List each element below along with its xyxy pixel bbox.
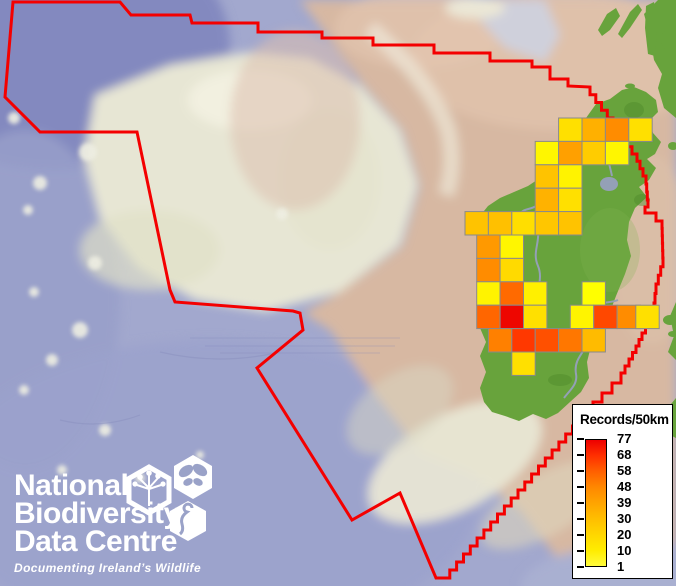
- legend-tick: [577, 486, 584, 488]
- grid-cell[interactable]: [487, 211, 513, 236]
- grid-cell[interactable]: [558, 187, 583, 213]
- legend-tick: [577, 454, 584, 456]
- grid-cell[interactable]: [476, 234, 501, 259]
- legend-value: 30: [617, 511, 632, 526]
- grid-cell[interactable]: [581, 328, 606, 353]
- scotland-landmass: [598, 0, 676, 150]
- legend-value: 20: [617, 527, 632, 542]
- seamounts: [8, 112, 288, 483]
- legend: Records/50km 77 68 58 48 39 30 20 10 1: [572, 404, 673, 579]
- legend-tick: [577, 550, 584, 552]
- legend-tick: [577, 566, 584, 568]
- nbdc-logo-hexagons: [126, 455, 212, 541]
- grid-cell[interactable]: [581, 281, 606, 306]
- grid-cell[interactable]: [534, 164, 560, 189]
- grid-cell[interactable]: [523, 281, 548, 306]
- seahorse-icon: [170, 501, 206, 541]
- legend-tick: [577, 438, 584, 440]
- legend-title: Records/50km: [580, 412, 669, 427]
- grid-cell[interactable]: [558, 117, 583, 142]
- nbdc-logo: National Biodiversity Data Centre Docume…: [14, 469, 202, 576]
- grid-cell[interactable]: [499, 234, 525, 259]
- grid-cell[interactable]: [569, 304, 595, 330]
- grid-cell[interactable]: [628, 117, 653, 142]
- grid-cell[interactable]: [534, 140, 560, 166]
- grid-cell[interactable]: [476, 304, 501, 330]
- grid-cell[interactable]: [604, 117, 630, 142]
- grid-cell[interactable]: [558, 164, 583, 189]
- legend-value: 39: [617, 495, 632, 510]
- grid-cell[interactable]: [558, 328, 583, 353]
- grid-cell[interactable]: [476, 257, 501, 283]
- legend-value: 10: [617, 543, 632, 558]
- grid-cell[interactable]: [511, 211, 536, 236]
- legend-value: 1: [617, 559, 625, 574]
- grid-cell[interactable]: [511, 351, 536, 376]
- grid-cell[interactable]: [499, 304, 525, 330]
- grid-cell[interactable]: [534, 211, 560, 236]
- logo-line-3: Data Centre: [14, 525, 177, 558]
- grid-cell[interactable]: [558, 140, 583, 166]
- legend-value: 58: [617, 463, 632, 478]
- grid-cell[interactable]: [523, 304, 548, 330]
- legend-color-ramp: [585, 439, 607, 567]
- dandelion-icon: [126, 464, 172, 516]
- grid-cell[interactable]: [635, 304, 660, 330]
- grid-cell[interactable]: [581, 117, 606, 142]
- logo-line-1: National: [14, 469, 129, 502]
- grid-cell[interactable]: [581, 140, 606, 166]
- sea-texture: [59, 337, 400, 425]
- grid-cell[interactable]: [558, 211, 583, 236]
- grid-cell[interactable]: [464, 211, 489, 236]
- grid-cell[interactable]: [487, 328, 513, 353]
- legend-tick: [577, 470, 584, 472]
- grid-cell[interactable]: [534, 187, 560, 213]
- grid-cell[interactable]: [593, 304, 618, 330]
- legend-value: 68: [617, 447, 632, 462]
- grid-cell[interactable]: [499, 257, 525, 283]
- grid-cell[interactable]: [604, 140, 630, 166]
- records-grid[interactable]: [464, 117, 660, 376]
- logo-line-2: Biodiversity: [14, 497, 180, 530]
- logo-tagline: Documenting Ireland’s Wildlife: [14, 561, 202, 575]
- butterfly-icon: [174, 455, 212, 499]
- grid-cell[interactable]: [511, 328, 536, 353]
- legend-value: 77: [617, 431, 632, 446]
- legend-tick: [577, 502, 584, 504]
- grid-cell[interactable]: [534, 328, 560, 353]
- lough-neagh: [600, 177, 618, 191]
- legend-value: 48: [617, 479, 632, 494]
- legend-tick: [577, 534, 584, 536]
- grid-cell[interactable]: [476, 281, 501, 306]
- grid-cell[interactable]: [499, 281, 525, 306]
- legend-tick: [577, 518, 584, 520]
